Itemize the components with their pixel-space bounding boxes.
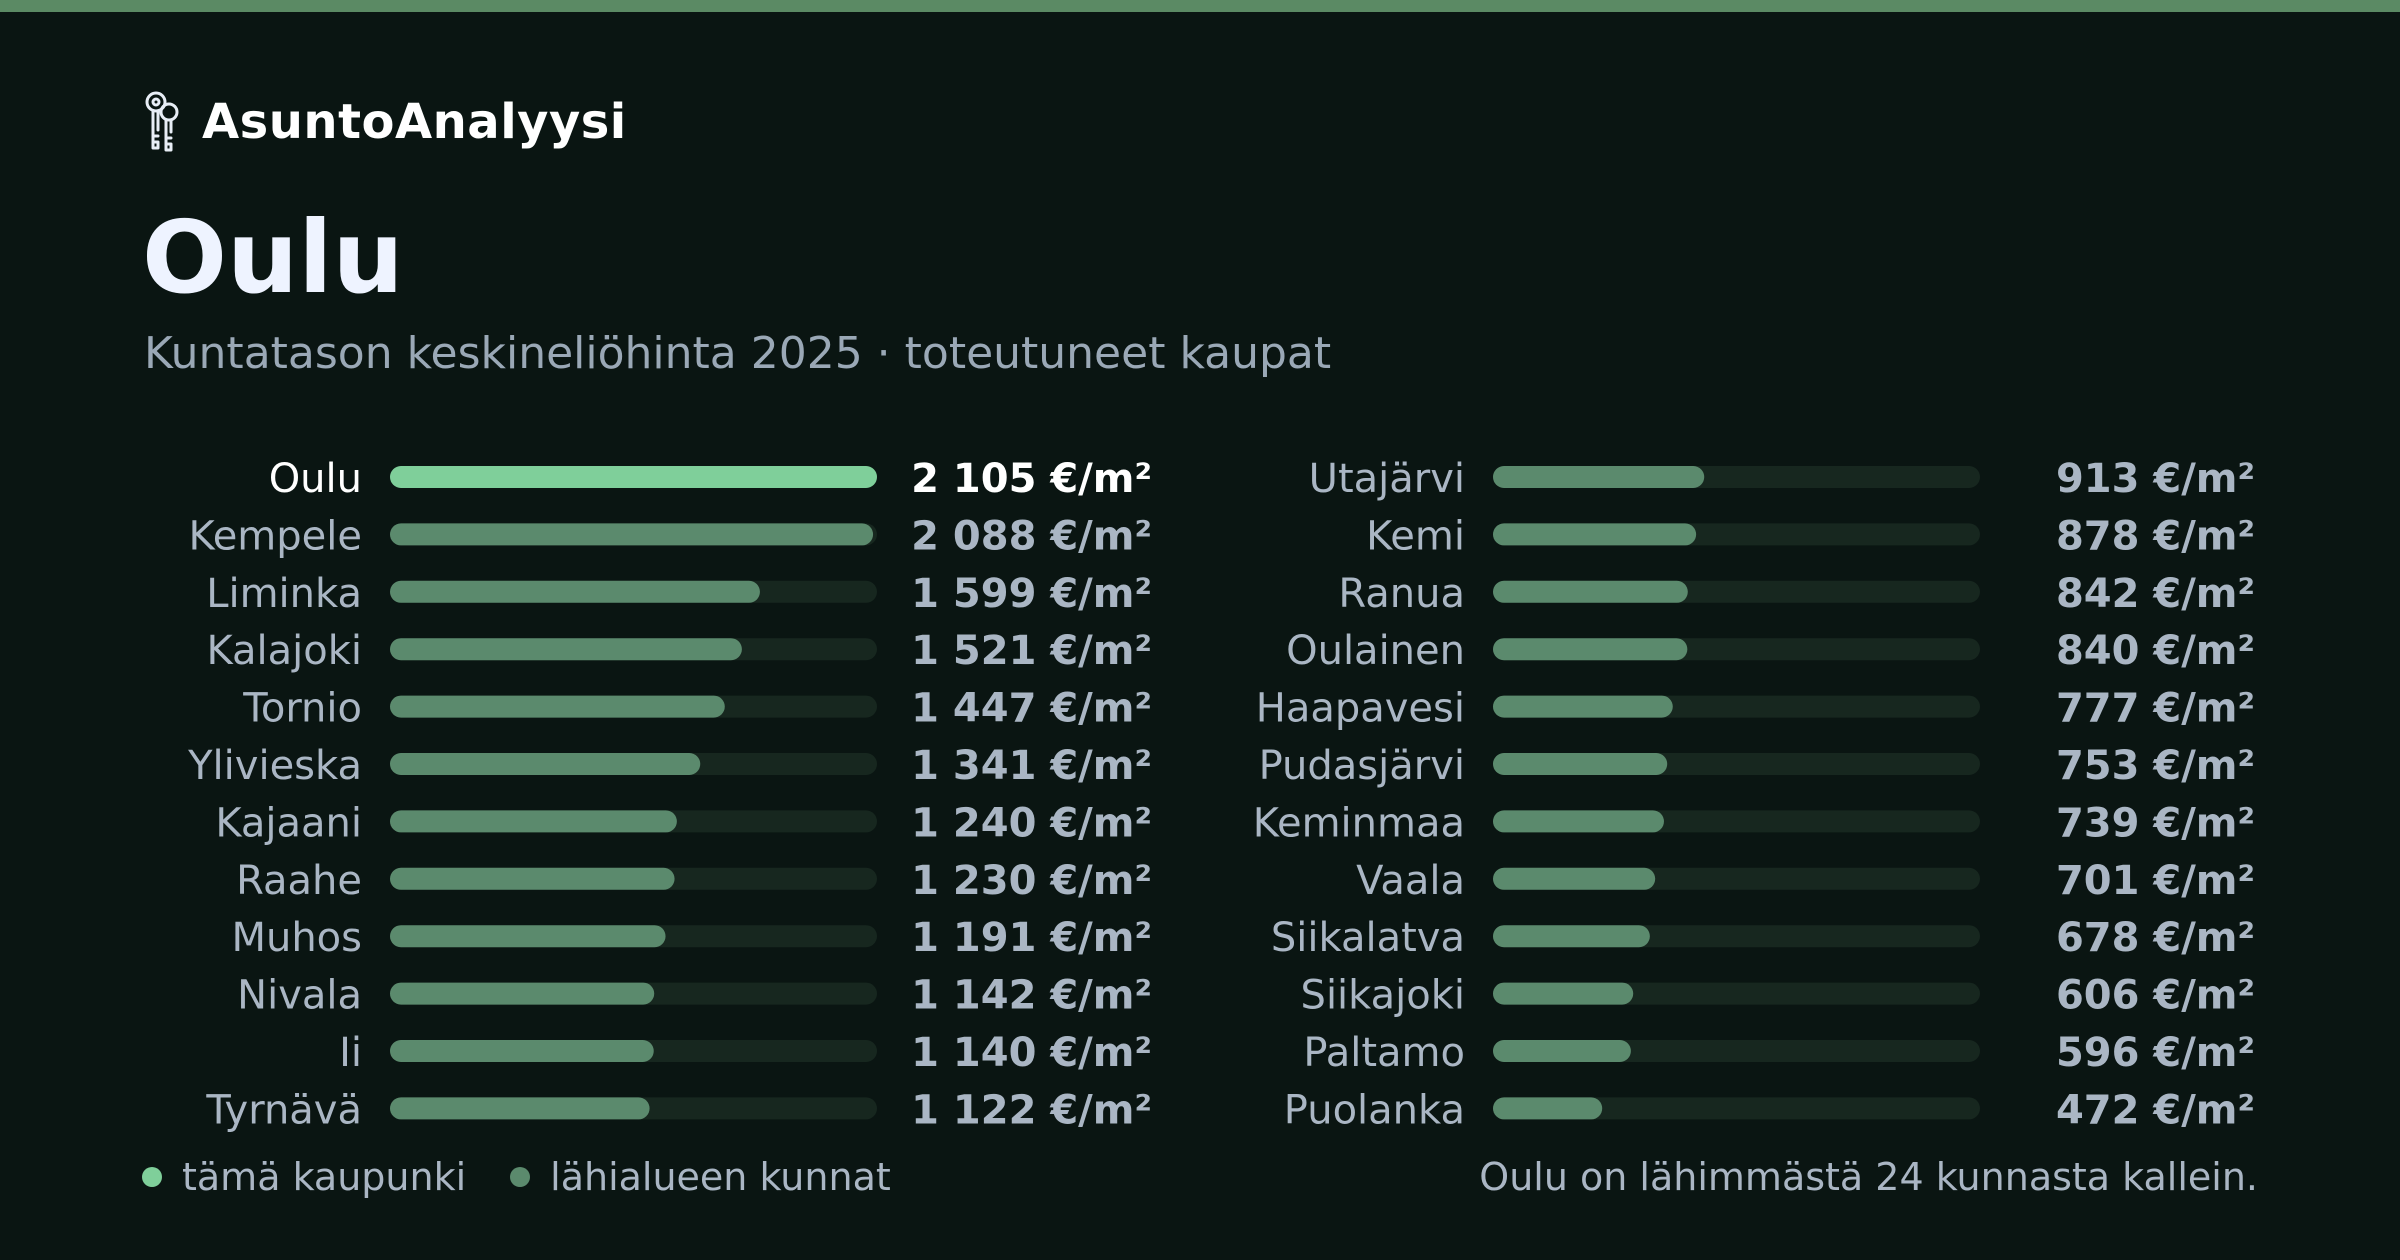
bar-oulu [390, 466, 877, 488]
legend-dot-this-city [142, 1167, 162, 1187]
legend-item-this-city: tämä kaupunki [142, 1155, 466, 1199]
bar-label-keminmaa: Keminmaa [1253, 800, 1465, 846]
summary-note: Oulu on lähimmästä 24 kunnasta kallein. [1479, 1155, 2258, 1199]
bar-label-pudasjarvi: Pudasjärvi [1259, 743, 1465, 789]
bar-label-kajaani: Kajaani [215, 800, 362, 846]
bar-label-kempele: Kempele [188, 513, 362, 559]
bar-kempele [390, 523, 874, 546]
bar-value-ylivieska: 1 341 €/m² [911, 743, 1152, 789]
bar-label-ylivieska: Ylivieska [187, 743, 362, 789]
brand: AsuntoAnalyysi [142, 90, 627, 154]
bar-value-nivala: 1 142 €/m² [911, 973, 1152, 1019]
bar-label-oulu: Oulu [269, 456, 362, 502]
bar-pudasjarvi [1493, 753, 1668, 775]
bar-value-siikalatva: 678 €/m² [2056, 915, 2255, 961]
bar-label-raahe: Raahe [236, 858, 362, 904]
brand-name: AsuntoAnalyysi [202, 94, 627, 150]
bar-value-utajarvi: 913 €/m² [2056, 456, 2255, 502]
bar-value-raahe: 1 230 €/m² [911, 858, 1152, 904]
bar-label-nivala: Nivala [237, 973, 362, 1019]
bar-kemi [1493, 523, 1697, 546]
bar-value-vaala: 701 €/m² [2056, 858, 2255, 904]
bar-label-tyrnava: Tyrnävä [205, 1087, 362, 1133]
legend-label-nearby: lähialueen kunnat [550, 1155, 891, 1199]
bar-label-tornio: Tornio [242, 686, 362, 732]
bar-value-siikajoki: 606 €/m² [2056, 973, 2255, 1019]
bar-value-muhos: 1 191 €/m² [911, 915, 1152, 961]
bar-label-kalajoki: Kalajoki [206, 628, 362, 674]
bar-value-kajaani: 1 240 €/m² [911, 800, 1152, 846]
bar-kalajoki [390, 638, 742, 661]
bar-ylivieska [390, 753, 701, 775]
bar-value-tyrnava: 1 122 €/m² [911, 1087, 1152, 1133]
bar-label-muhos: Muhos [231, 915, 362, 961]
bar-label-puolanka: Puolanka [1284, 1087, 1465, 1133]
bar-value-tornio: 1 447 €/m² [911, 686, 1152, 732]
page-title: Oulu [142, 199, 404, 316]
bar-tyrnava [390, 1097, 650, 1120]
bar-utajarvi [1493, 466, 1705, 488]
bar-value-liminka: 1 599 €/m² [911, 571, 1152, 617]
bar-value-haapavesi: 777 €/m² [2056, 686, 2255, 732]
bar-puolanka [1493, 1097, 1603, 1120]
bar-label-utajarvi: Utajärvi [1309, 456, 1465, 502]
bar-keminmaa [1493, 810, 1664, 833]
bar-label-kemi: Kemi [1366, 513, 1465, 559]
bar-siikalatva [1493, 925, 1650, 948]
keys-icon [145, 91, 179, 152]
bar-value-puolanka: 472 €/m² [2056, 1087, 2255, 1133]
bar-value-oulu: 2 105 €/m² [911, 456, 1152, 502]
bar-value-paltamo: 596 €/m² [2056, 1030, 2255, 1076]
top-accent-bar [0, 0, 2400, 12]
bar-nivala [390, 982, 655, 1005]
legend: tämä kaupunki lähialueen kunnat [142, 1152, 935, 1202]
bar-label-oulainen: Oulainen [1286, 628, 1465, 674]
bar-vaala [1493, 867, 1656, 890]
bar-value-ii: 1 140 €/m² [911, 1030, 1152, 1076]
bar-paltamo [1493, 1040, 1631, 1062]
bar-ii [390, 1040, 654, 1062]
bar-label-siikajoki: Siikajoki [1301, 973, 1465, 1019]
bar-label-ii: Ii [339, 1030, 362, 1076]
bar-oulainen [1493, 638, 1688, 661]
bar-track-puolanka [1493, 1097, 1980, 1120]
bar-label-paltamo: Paltamo [1303, 1030, 1465, 1076]
legend-item-nearby: lähialueen kunnat [510, 1155, 891, 1199]
bar-kajaani [390, 810, 677, 833]
bar-label-haapavesi: Haapavesi [1256, 686, 1465, 732]
bar-label-siikalatva: Siikalatva [1271, 915, 1465, 961]
bar-value-oulainen: 840 €/m² [2056, 628, 2255, 674]
bar-value-keminmaa: 739 €/m² [2056, 800, 2255, 846]
bar-liminka [390, 580, 760, 603]
bar-label-vaala: Vaala [1356, 858, 1465, 904]
bar-haapavesi [1493, 695, 1673, 718]
bar-ranua [1493, 580, 1688, 603]
bar-value-kempele: 2 088 €/m² [911, 513, 1152, 559]
page-subtitle: Kuntatason keskineliöhinta 2025 · toteut… [144, 328, 1332, 379]
bar-label-ranua: Ranua [1338, 571, 1465, 617]
bar-muhos [390, 925, 666, 948]
bar-siikajoki [1493, 982, 1634, 1005]
legend-dot-nearby [510, 1167, 531, 1187]
bar-value-pudasjarvi: 753 €/m² [2056, 743, 2255, 789]
bar-label-liminka: Liminka [206, 571, 362, 617]
legend-label-this-city: tämä kaupunki [182, 1155, 467, 1199]
bar-value-kalajoki: 1 521 €/m² [911, 628, 1152, 674]
bar-value-kemi: 878 €/m² [2056, 513, 2255, 559]
bar-raahe [390, 867, 675, 890]
bar-tornio [390, 695, 725, 718]
bar-value-ranua: 842 €/m² [2056, 571, 2255, 617]
